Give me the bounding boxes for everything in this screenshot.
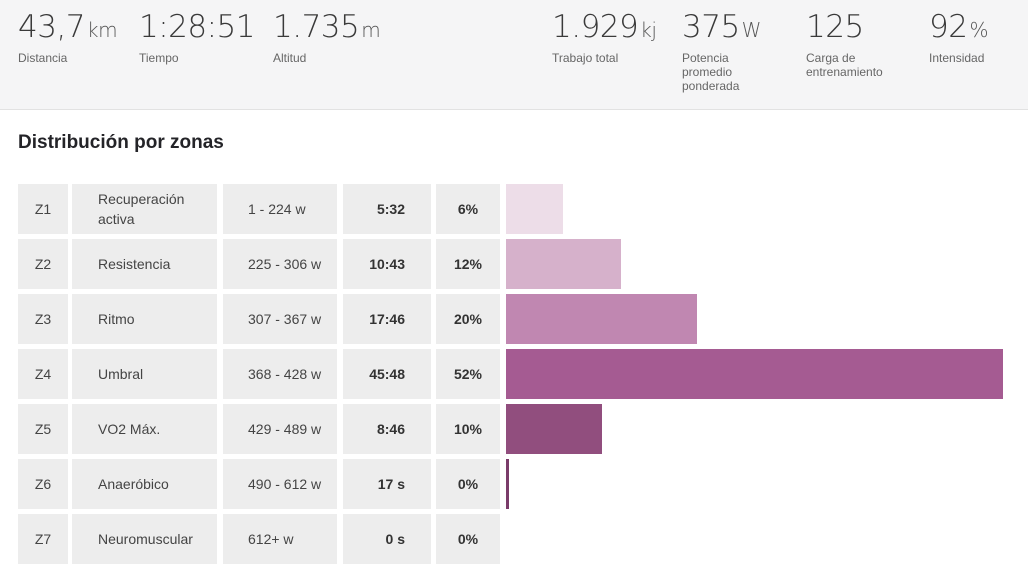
- zone-name: Ritmo: [72, 294, 217, 344]
- zone-time: 17:46: [343, 294, 431, 344]
- zone-name: Anaeróbico: [72, 459, 217, 509]
- stat-label: Intensidad: [929, 51, 985, 65]
- stat-value: 1:28:51: [139, 9, 256, 45]
- stat-distance: 43,7 km Distancia: [18, 8, 118, 65]
- stat-value: 92: [929, 9, 968, 45]
- stat-value: 43,7: [18, 9, 86, 45]
- stat-unit: m: [361, 18, 381, 42]
- zone-row-z4: Z4 Umbral 368 - 428 w 45:48 52%: [18, 349, 1028, 399]
- stat-value: 1.735: [273, 9, 360, 45]
- zone-row-z3: Z3 Ritmo 307 - 367 w 17:46 20%: [18, 294, 1028, 344]
- zone-name: Neuromuscular: [72, 514, 217, 564]
- stat-unit: W: [741, 18, 762, 42]
- stat-elevation: 1.735 m Altitud: [273, 8, 381, 65]
- zone-name: Recuperación activa: [72, 184, 217, 234]
- zone-row-z2: Z2 Resistencia 225 - 306 w 10:43 12%: [18, 239, 1028, 289]
- zone-percent: 12%: [436, 239, 500, 289]
- zone-bar-z1: [506, 184, 563, 234]
- stat-value: 1.929: [552, 9, 639, 45]
- zone-time: 5:32: [343, 184, 431, 234]
- zone-bar-z2: [506, 239, 621, 289]
- zone-power-range: 225 - 306 w: [223, 239, 337, 289]
- stat-time: 1:28:51 Tiempo: [139, 8, 257, 65]
- zone-id: Z6: [18, 459, 68, 509]
- stats-header: 43,7 km Distancia 1:28:51 Tiempo 1.735 m A…: [0, 0, 1028, 110]
- zone-time: 8:46: [343, 404, 431, 454]
- stat-value: 375: [682, 9, 740, 45]
- section-title: Distribución por zonas: [18, 132, 224, 153]
- zone-time: 45:48: [343, 349, 431, 399]
- zone-id: Z2: [18, 239, 68, 289]
- zone-percent: 0%: [436, 459, 500, 509]
- zone-percent: 20%: [436, 294, 500, 344]
- zone-time: 17 s: [343, 459, 431, 509]
- zone-percent: 52%: [436, 349, 500, 399]
- stat-label: Potencia promedio ponderada: [682, 51, 740, 93]
- zone-percent: 0%: [436, 514, 500, 564]
- stat-total-work: 1.929 kj Trabajo total: [552, 8, 657, 65]
- zone-power-range: 429 - 489 w: [223, 404, 337, 454]
- zone-id: Z7: [18, 514, 68, 564]
- stat-label: Carga de entrenamiento: [806, 51, 883, 79]
- stat-value: 125: [806, 9, 864, 45]
- zone-power-range: 612+ w: [223, 514, 337, 564]
- zone-row-z5: Z5 VO2 Máx. 429 - 489 w 8:46 10%: [18, 404, 1028, 454]
- zone-power-range: 1 - 224 w: [223, 184, 337, 234]
- zone-bar-z6: [506, 459, 509, 509]
- zone-time: 10:43: [343, 239, 431, 289]
- stat-weighted-avg-power: 375 W Potencia promedio ponderada: [682, 8, 761, 93]
- stat-label: Distancia: [18, 51, 68, 65]
- zone-id: Z3: [18, 294, 68, 344]
- zone-name: VO2 Máx.: [72, 404, 217, 454]
- zone-id: Z4: [18, 349, 68, 399]
- zone-time: 0 s: [343, 514, 431, 564]
- zone-percent: 6%: [436, 184, 500, 234]
- zone-name: Umbral: [72, 349, 217, 399]
- stat-unit: kj: [640, 18, 657, 42]
- zone-bar-z5: [506, 404, 602, 454]
- stat-label: Altitud: [273, 51, 307, 65]
- zone-id: Z5: [18, 404, 68, 454]
- stat-unit: km: [87, 18, 118, 42]
- zone-bar-z4: [506, 349, 1003, 399]
- stat-intensity: 92% Intensidad: [929, 8, 988, 65]
- zone-id: Z1: [18, 184, 68, 234]
- zone-percent: 10%: [436, 404, 500, 454]
- stat-training-load: 125 Carga de entrenamiento: [806, 8, 901, 79]
- stat-label: Trabajo total: [552, 51, 619, 65]
- zone-power-range: 490 - 612 w: [223, 459, 337, 509]
- stat-label: Tiempo: [139, 51, 179, 65]
- zone-name: Resistencia: [72, 239, 217, 289]
- stat-unit: %: [969, 18, 988, 42]
- zone-bar-z3: [506, 294, 697, 344]
- zone-row-z1: Z1 Recuperación activa 1 - 224 w 5:32 6%: [18, 184, 1028, 234]
- zone-row-z6: Z6 Anaeróbico 490 - 612 w 17 s 0%: [18, 459, 1028, 509]
- zone-power-range: 307 - 367 w: [223, 294, 337, 344]
- zone-power-range: 368 - 428 w: [223, 349, 337, 399]
